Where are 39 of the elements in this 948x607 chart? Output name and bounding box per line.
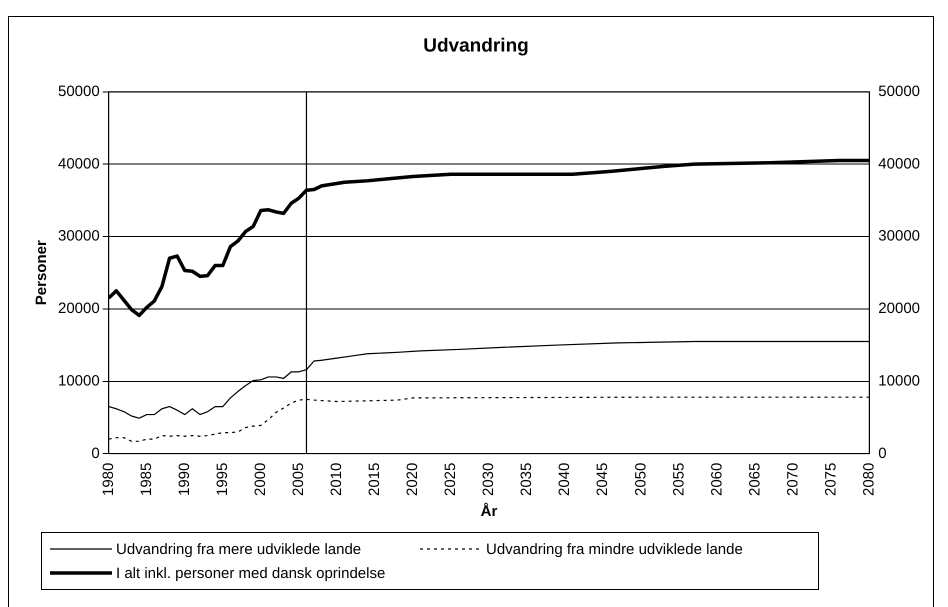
x-tick-label: 2060 [708,462,726,496]
x-tick-label: 2025 [442,462,460,496]
x-tick-label: 2050 [632,462,650,496]
y2-tick-label: 20000 [878,300,920,318]
x-tick-label: 2010 [328,462,346,496]
x-tick-label: 2030 [480,462,498,496]
x-tick-label: 2065 [746,462,764,496]
x-tick-label: 2000 [252,462,269,496]
x-tick-label: 2055 [670,462,688,496]
x-tick-label: 1990 [176,462,193,496]
legend-label: I alt inkl. personer med dansk oprindelse [116,564,386,582]
x-tick-label: 2040 [556,462,574,496]
x-axis-title: År [480,502,498,520]
x-tick-label: 2035 [518,462,536,496]
x-tick-label: 1980 [100,462,117,496]
x-tick-label: 2015 [366,462,384,496]
y-tick-label: 0 [91,444,100,462]
x-tick-label: 2080 [860,462,878,496]
y-tick-label: 50000 [58,82,100,100]
y2-tick-label: 30000 [878,228,920,245]
x-tick-label: 2020 [404,462,422,496]
x-tick-label: 2075 [822,462,840,496]
x-tick-label: 1995 [214,462,231,496]
x-tick-label: 2070 [784,462,802,496]
y2-tick-label: 50000 [878,82,920,100]
y2-tick-label: 0 [878,444,887,462]
y-tick-label: 10000 [58,372,100,390]
y-axis-title: Personer [33,240,50,306]
y2-tick-label: 10000 [878,372,920,390]
y-tick-label: 30000 [58,228,100,245]
chart-title: Udvandring [423,36,529,57]
y-tick-label: 40000 [58,155,100,172]
y2-tick-label: 40000 [878,155,920,172]
y-tick-label: 20000 [58,300,100,318]
x-tick-label: 2045 [594,462,612,496]
legend-label: Udvandring fra mindre udviklede lande [486,540,743,558]
legend-label: Udvandring fra mere udviklede lande [116,540,362,558]
x-tick-label: 1985 [138,462,155,496]
x-tick-label: 2005 [290,462,307,496]
